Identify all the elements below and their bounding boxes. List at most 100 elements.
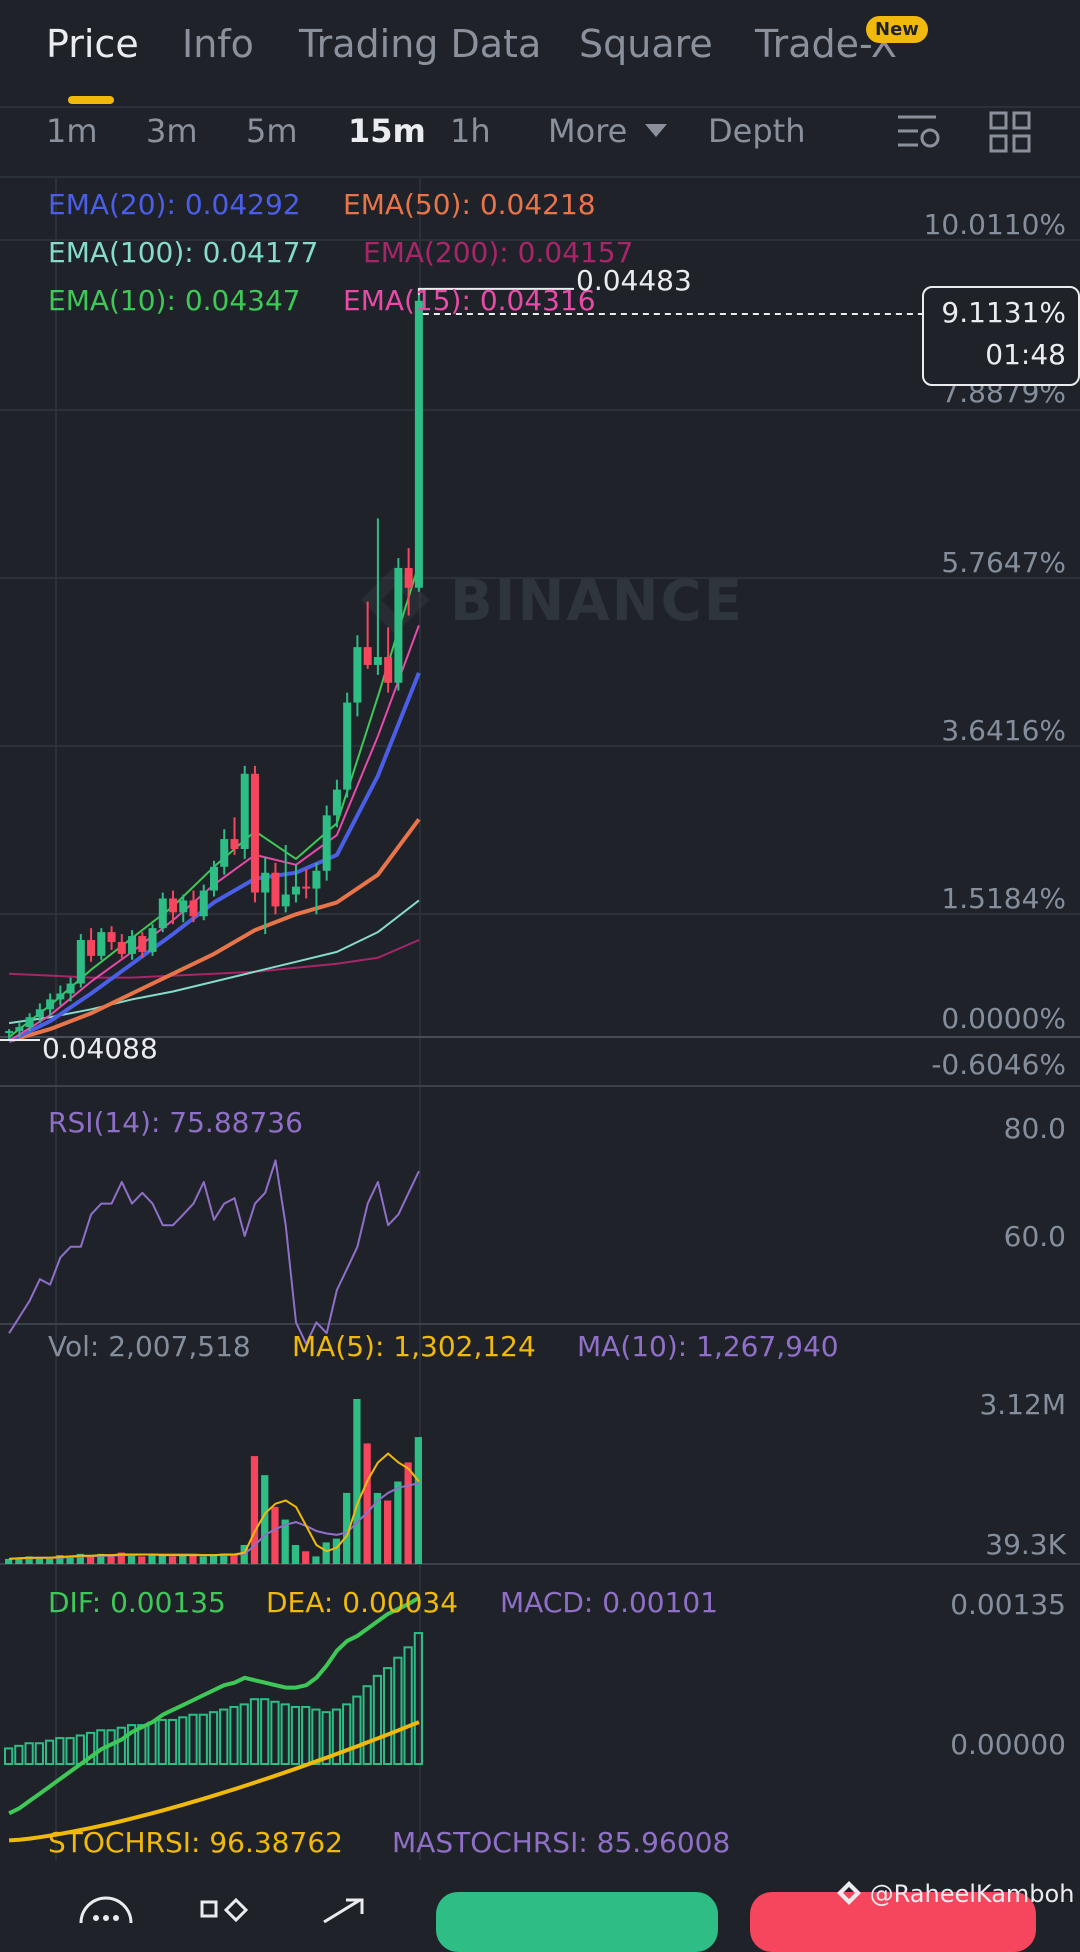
- timeframe-5m[interactable]: 5m: [246, 112, 298, 150]
- macd-histogram-bar: [116, 1726, 126, 1766]
- chart-settings-icon[interactable]: [896, 112, 942, 154]
- candle-body: [169, 898, 178, 913]
- volume-label: Vol: 2,007,518: [48, 1330, 251, 1363]
- ema50-label: EMA(50): 0.04218: [343, 188, 596, 221]
- high-price-marker: 0.04483: [576, 264, 692, 297]
- volume-bar: [117, 1552, 125, 1564]
- candle-body: [158, 898, 167, 929]
- candle-body: [240, 773, 249, 849]
- macd-histogram-bar: [14, 1744, 24, 1765]
- candle-body: [220, 839, 229, 867]
- low-price-marker: 0.04088: [42, 1032, 158, 1065]
- ema200-label: EMA(200): 0.04157: [363, 236, 634, 269]
- ema10-line: [8, 563, 420, 1038]
- current-price-box: 9.1131% 01:48: [922, 286, 1080, 386]
- macd-histogram-bar: [65, 1737, 75, 1766]
- rsi-axis-label: 80.0: [1003, 1112, 1066, 1145]
- volume-bar: [343, 1492, 351, 1564]
- candlesticks: [5, 294, 423, 1041]
- macd-histogram-bar: [229, 1705, 239, 1766]
- volume-bar: [384, 1500, 392, 1564]
- timeframe-15m[interactable]: 15m: [348, 112, 426, 150]
- volume-bar: [76, 1553, 84, 1564]
- volume-bar: [158, 1553, 166, 1564]
- macd-histogram-bar: [208, 1711, 219, 1766]
- macd-histogram-bar: [280, 1703, 290, 1765]
- volume-bar: [312, 1556, 320, 1564]
- current-change-pct: 9.1131%: [941, 296, 1066, 329]
- volume-bar: [97, 1553, 105, 1564]
- macd-histogram-bar: [270, 1700, 280, 1766]
- binance-logo-icon: [837, 1881, 861, 1905]
- timeframe-more[interactable]: More: [548, 112, 628, 150]
- rsi-line: [8, 1159, 420, 1345]
- volume-ma5-line: [9, 1452, 420, 1560]
- volume-bar: [291, 1544, 300, 1564]
- share-icon[interactable]: [320, 1896, 370, 1923]
- volume-bar: [179, 1555, 187, 1564]
- volume-bar: [302, 1551, 310, 1564]
- volume-bar: [332, 1538, 341, 1564]
- ema200-line: [9, 939, 420, 979]
- candle-body: [384, 657, 393, 683]
- macd-histogram-bar: [157, 1718, 167, 1765]
- macd-histogram-bar: [311, 1708, 321, 1765]
- candle-body: [291, 886, 300, 895]
- tab-info[interactable]: Info: [182, 22, 254, 66]
- macd-histogram-bar: [321, 1711, 331, 1766]
- candle-body: [5, 1031, 14, 1034]
- timeframe-1m[interactable]: 1m: [46, 112, 98, 150]
- macd-histogram-bar: [383, 1667, 393, 1766]
- candle-body: [312, 870, 321, 889]
- macd-histogram-bar: [290, 1705, 301, 1766]
- ema10-label: EMA(10): 0.04347: [48, 284, 301, 317]
- ema20-line: [8, 672, 421, 1043]
- rsi-label: RSI(14): 75.88736: [48, 1106, 303, 1139]
- candle-body: [189, 900, 198, 917]
- tab-price[interactable]: Price: [46, 22, 139, 66]
- volume-bar: [209, 1555, 218, 1564]
- volume-axis-label: 39.3K: [985, 1528, 1066, 1561]
- macd-dea-label: DEA: 0.00034: [266, 1586, 459, 1619]
- volume-bar: [394, 1481, 402, 1564]
- ema50-line: [8, 818, 421, 1043]
- macd-histogram-bar: [260, 1698, 270, 1765]
- stochrsi-label: STOCHRSI: 96.38762: [48, 1826, 343, 1859]
- new-badge: New: [866, 16, 928, 43]
- macd-histogram-bar: [34, 1742, 44, 1766]
- volume-bar: [35, 1557, 43, 1564]
- chevron-down-icon[interactable]: [645, 124, 667, 138]
- macd-dif-line: [8, 1596, 420, 1816]
- candle-body: [46, 999, 55, 1010]
- volume-ma10-label: MA(10): 1,267,940: [577, 1330, 839, 1363]
- buy-button[interactable]: [436, 1892, 718, 1952]
- more-icon[interactable]: [78, 1892, 134, 1923]
- volume-bar: [127, 1553, 136, 1564]
- tab-square[interactable]: Square: [579, 22, 713, 66]
- candle-body: [210, 866, 218, 891]
- tab-depth[interactable]: Depth: [708, 112, 806, 150]
- candle-body: [138, 936, 147, 952]
- macd-dif-label: DIF: 0.00135: [48, 1586, 226, 1619]
- timeframe-1h[interactable]: 1h: [450, 112, 491, 150]
- price-axis-label: -0.6046%: [931, 1048, 1066, 1081]
- volume-bar: [220, 1553, 228, 1564]
- widgets-icon[interactable]: [200, 1898, 252, 1923]
- candle-body: [414, 300, 423, 588]
- volume-bar: [322, 1542, 330, 1564]
- timeframe-3m[interactable]: 3m: [146, 112, 198, 150]
- volume-bar: [86, 1555, 95, 1564]
- tab-trading-data[interactable]: Trading Data: [299, 22, 542, 66]
- volume-bar: [281, 1519, 289, 1564]
- candle-body: [56, 993, 65, 1000]
- macd-histogram-bar: [147, 1721, 157, 1766]
- macd-histogram-bar: [75, 1734, 85, 1765]
- volume-bar: [56, 1555, 64, 1564]
- watermark-text: BINANCE: [450, 569, 744, 634]
- candle-countdown: 01:48: [985, 338, 1066, 371]
- grid-layout-icon[interactable]: [989, 111, 1031, 153]
- volume-bar: [148, 1555, 156, 1564]
- macd-histogram-bar: [167, 1718, 178, 1765]
- volume-bar: [66, 1556, 74, 1564]
